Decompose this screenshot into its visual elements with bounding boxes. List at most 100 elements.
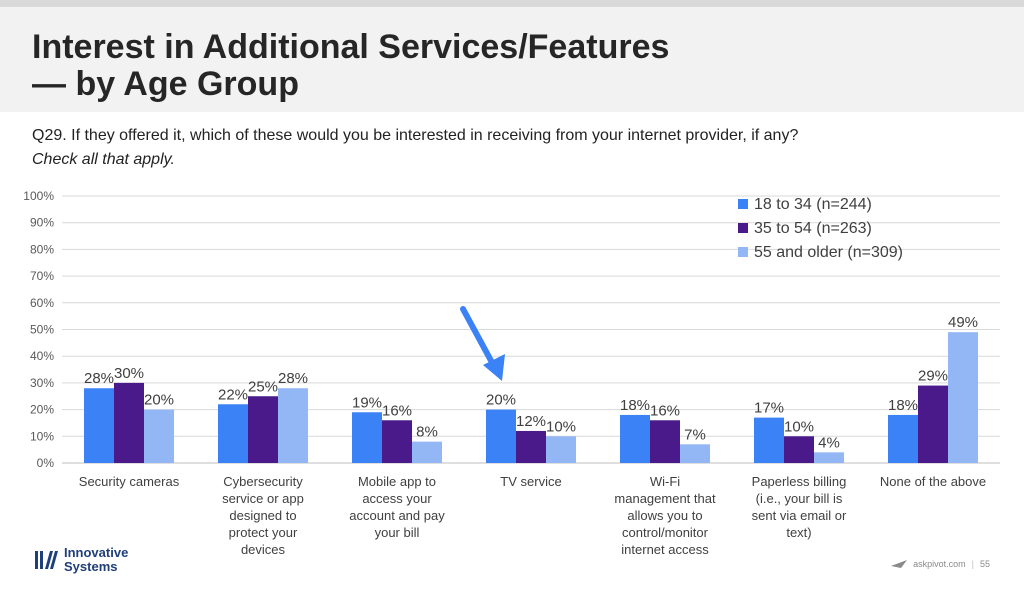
bar xyxy=(278,388,308,463)
data-label: 12% xyxy=(516,413,546,430)
bar xyxy=(546,436,576,463)
footer-separator: | xyxy=(971,559,974,569)
y-tick-label: 40% xyxy=(30,349,54,363)
category-label: Paperless billing xyxy=(752,474,847,489)
category-label: Wi-Fi xyxy=(650,474,680,489)
bar xyxy=(784,436,814,463)
data-label: 29% xyxy=(918,368,948,385)
data-label: 49% xyxy=(948,314,978,331)
data-label: 20% xyxy=(486,392,516,409)
logo-text-line-1: Innovative xyxy=(64,545,129,560)
legend-label: 35 to 54 (n=263) xyxy=(754,220,872,237)
data-label: 10% xyxy=(784,418,814,435)
legend-swatch xyxy=(738,223,748,233)
bar xyxy=(486,409,516,463)
category-label: management that xyxy=(614,491,716,506)
category-label: Cybersecurity xyxy=(223,474,303,489)
annotation-arrow-head xyxy=(483,354,505,381)
category-label: (i.e., your bill is xyxy=(756,491,843,506)
title-band: Interest in Additional Services/Features… xyxy=(0,7,1024,112)
data-label: 16% xyxy=(650,402,680,419)
bar xyxy=(918,385,948,463)
page-number: 55 xyxy=(979,559,990,569)
bar-chart: 0%10%20%30%40%50%60%70%80%90%100%28% 30%2… xyxy=(23,189,1000,557)
data-label: 10% xyxy=(546,418,576,435)
category-label: sent via email or xyxy=(752,508,847,523)
logo-stripes-icon xyxy=(35,551,58,569)
bar xyxy=(114,382,144,463)
y-tick-label: 70% xyxy=(30,269,54,283)
question-text: Q29. If they offered it, which of these … xyxy=(32,124,1002,172)
y-tick-label: 30% xyxy=(30,376,54,390)
data-label: 8% xyxy=(416,424,438,441)
category-label: protect your xyxy=(229,525,298,540)
data-label: 7% xyxy=(684,426,706,443)
category-label: control/monitor xyxy=(622,525,709,540)
legend-label: 55 and older (n=309) xyxy=(754,244,903,261)
category-label: allows you to xyxy=(627,508,702,523)
y-tick-label: 20% xyxy=(30,403,54,417)
legend-swatch xyxy=(738,199,748,209)
data-label: 25% xyxy=(248,378,278,395)
y-tick-label: 50% xyxy=(30,323,54,337)
y-tick-label: 100% xyxy=(23,189,54,203)
category-label: service or app xyxy=(222,491,304,506)
company-logo: Innovative Systems xyxy=(34,546,128,574)
footer-info: askpivot.com | 55 xyxy=(891,559,990,569)
data-label: 16% xyxy=(382,402,412,419)
bar xyxy=(516,430,546,463)
category-label: None of the above xyxy=(880,474,986,489)
title-line-1: Interest in Additional Services/Features xyxy=(32,28,670,66)
y-tick-label: 10% xyxy=(30,429,54,443)
data-label: 18% xyxy=(888,397,918,414)
bar xyxy=(144,409,174,463)
annotation-arrow-shaft xyxy=(460,306,498,371)
legend-swatch xyxy=(738,247,748,257)
bar xyxy=(888,414,918,463)
pivot-arrow-icon xyxy=(891,560,908,568)
bar xyxy=(620,414,650,463)
bar xyxy=(382,420,412,463)
logo-text-line-2: Systems xyxy=(64,559,118,574)
category-label: account and pay xyxy=(349,508,445,523)
bar xyxy=(680,444,710,463)
question-prompt: Q29. If they offered it, which of these … xyxy=(32,127,799,144)
question-instruction: Check all that apply. xyxy=(32,151,175,168)
legend-label: 18 to 34 (n=244) xyxy=(754,196,872,213)
bar xyxy=(948,332,978,463)
footer-site: askpivot.com xyxy=(913,559,966,569)
logo-text: Innovative Systems xyxy=(64,546,128,574)
page-title: Interest in Additional Services/Features… xyxy=(32,29,669,103)
data-label: 18% xyxy=(620,397,650,414)
data-label: 28% xyxy=(84,370,114,387)
y-tick-label: 60% xyxy=(30,296,54,310)
bar xyxy=(248,396,278,463)
category-label: designed to xyxy=(229,508,296,523)
bar xyxy=(218,404,248,463)
top-rule xyxy=(0,0,1024,7)
y-tick-label: 90% xyxy=(30,216,54,230)
category-label: devices xyxy=(241,542,286,557)
bar xyxy=(814,452,844,463)
category-label: Mobile app to xyxy=(358,474,436,489)
data-label: 22% xyxy=(218,386,248,403)
data-label: 17% xyxy=(754,400,784,417)
category-label: your bill xyxy=(375,525,420,540)
category-label: internet access xyxy=(621,542,709,557)
title-line-2: — by Age Group xyxy=(32,65,299,103)
bar xyxy=(352,412,382,463)
category-label: Security cameras xyxy=(79,474,180,489)
category-label: text) xyxy=(786,525,811,540)
category-label: TV service xyxy=(500,474,561,489)
category-label: access your xyxy=(362,491,432,506)
data-label: 30% xyxy=(114,365,144,382)
bar xyxy=(754,417,784,463)
data-label: 4% xyxy=(818,434,840,451)
y-tick-label: 80% xyxy=(30,242,54,256)
bar xyxy=(650,420,680,463)
bar xyxy=(84,388,114,463)
bar xyxy=(412,441,442,463)
data-label: 19% xyxy=(352,394,382,411)
data-label: 20% xyxy=(144,392,174,409)
y-tick-label: 0% xyxy=(37,456,55,470)
